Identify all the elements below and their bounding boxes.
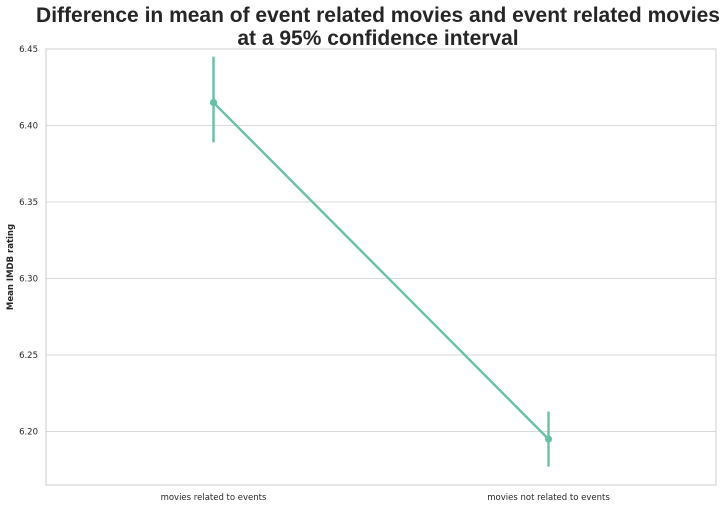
y-tick-label: 6.40: [19, 121, 38, 131]
x-tick-label: movies not related to events: [487, 493, 610, 503]
y-tick-label: 6.35: [19, 198, 38, 208]
series-mean-rating: [209, 56, 553, 467]
x-tick-label: movies related to events: [161, 493, 267, 503]
y-gridlines: [46, 48, 716, 432]
x-tick-labels: movies related to events movies not relat…: [161, 493, 611, 503]
chart-title: Difference in mean of event related movi…: [36, 4, 720, 50]
y-axis-label: Mean IMDB rating: [6, 224, 16, 310]
mean-point: [209, 98, 218, 107]
plot-area: [45, 48, 717, 486]
chart-title-line-2: at a 95% confidence interval: [237, 27, 518, 50]
y-tick-label: 6.25: [19, 351, 38, 361]
mean-point: [544, 435, 553, 443]
chart-title-line-1: Difference in mean of event related movi…: [36, 4, 720, 27]
y-tick-label: 6.45: [19, 45, 38, 55]
y-tick-labels: 6.20 6.25 6.30 6.35 6.40 6.45: [19, 45, 38, 437]
y-tick-label: 6.20: [19, 427, 38, 437]
series-line: [212, 101, 550, 440]
y-tick-label: 6.30: [19, 274, 38, 284]
